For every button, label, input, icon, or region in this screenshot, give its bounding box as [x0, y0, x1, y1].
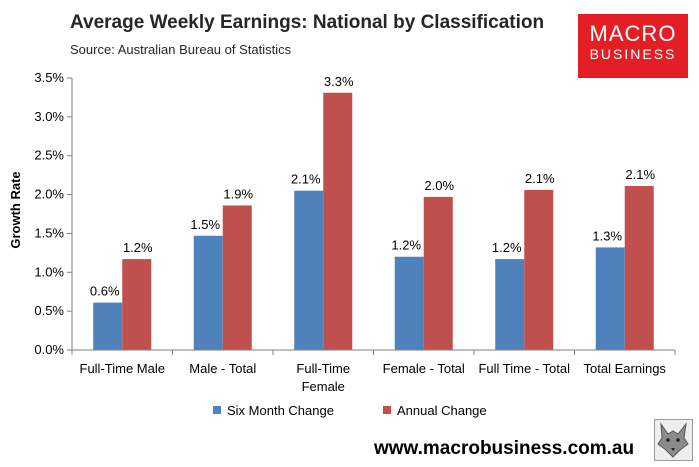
chart-source: Source: Australian Bureau of Statistics [70, 42, 292, 57]
bar-annual [122, 259, 152, 350]
bar-six-month [294, 190, 324, 350]
legend-swatch [383, 406, 391, 414]
legend-swatch [213, 406, 221, 414]
logo-line-2: BUSINESS [589, 46, 677, 62]
y-tick-label: 2.0% [34, 187, 64, 202]
y-axis-label: Growth Rate [8, 171, 23, 248]
data-label: 1.3% [592, 228, 622, 243]
x-tick-label: Female [302, 379, 345, 394]
data-label: 1.5% [190, 217, 220, 232]
data-label: 2.1% [291, 172, 321, 187]
bar-annual [423, 196, 453, 350]
data-label: 0.6% [90, 284, 120, 299]
data-label: 2.1% [525, 171, 555, 186]
x-tick-label: Female - Total [383, 361, 465, 376]
legend: Six Month Change Annual Change [213, 403, 487, 418]
bar-six-month [394, 256, 424, 350]
x-tick-labels: Full-Time Male Male - Total Full-Time Femal… [80, 361, 667, 394]
x-tick-label: Full-Time Male [80, 361, 165, 376]
data-label: 1.2% [492, 240, 522, 255]
wolf-logo [654, 419, 693, 461]
bar-annual [222, 205, 252, 350]
chart-title: Average Weekly Earnings: National by Cla… [70, 12, 545, 33]
bar-six-month [193, 235, 223, 350]
y-tick-label: 3.5% [34, 70, 64, 85]
data-label: 2.0% [424, 178, 454, 193]
bar-six-month [495, 259, 525, 350]
x-tick-label: Total Earnings [584, 361, 667, 376]
bars [93, 92, 654, 350]
legend-label: Six Month Change [227, 403, 334, 418]
data-label: 2.1% [625, 167, 655, 182]
x-tick-label: Male - Total [189, 361, 256, 376]
data-label: 1.2% [391, 238, 421, 253]
bar-six-month [595, 247, 625, 350]
y-tick-label: 2.5% [34, 148, 64, 163]
y-tick-label: 0.0% [34, 342, 64, 357]
y-tick-label: 1.0% [34, 264, 64, 279]
legend-label: Annual Change [397, 403, 487, 418]
logo-line-1: MACRO [589, 21, 677, 46]
data-label: 3.3% [324, 74, 354, 89]
x-tick-label: Full-Time [296, 361, 350, 376]
y-tick-label: 3.0% [34, 109, 64, 124]
x-tick-label: Full Time - Total [478, 361, 570, 376]
bar-annual [624, 186, 654, 350]
y-tick-label: 1.5% [34, 225, 64, 240]
data-label: 1.2% [123, 240, 153, 255]
bar-annual [323, 92, 353, 350]
data-labels: 0.6% 1.2% 1.5% 1.9% 2.1% 3.3% 1.2% 2.0% 1.2% 2.1%… [90, 74, 656, 299]
y-tick-label: 0.5% [34, 303, 64, 318]
axes: 0.0% 0.5% 1.0% 1.5% 2.0% 2.5% 3.0% 3.5% [34, 70, 676, 357]
bar-six-month [93, 302, 123, 350]
data-label: 1.9% [223, 186, 253, 201]
bar-annual [524, 189, 554, 350]
macrobusiness-logo: MACRO BUSINESS [578, 14, 688, 78]
footer-url[interactable]: www.macrobusiness.com.au [374, 438, 635, 459]
